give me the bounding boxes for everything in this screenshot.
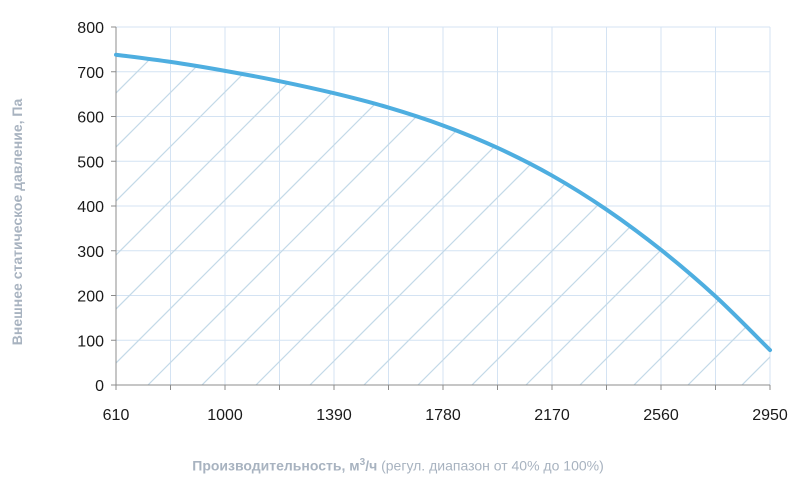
y-tick-label: 800 — [77, 20, 104, 37]
x-tick-label: 1780 — [425, 407, 461, 424]
hatch-line — [116, 54, 237, 385]
x-axis-title: Производительность, м3/ч (регул. диапазо… — [0, 457, 796, 474]
hatch-line — [116, 54, 345, 385]
x-tick-label: 2950 — [752, 407, 788, 424]
x-tick-label: 2170 — [534, 407, 570, 424]
series-line — [114, 52, 772, 353]
y-tick-label: 700 — [77, 65, 104, 82]
x-tick-label: 610 — [103, 407, 130, 424]
y-axis-title: Внешнее статическое давление, Па — [9, 99, 25, 346]
x-axis-title-main: Производительность, м — [192, 457, 360, 474]
grid — [115, 26, 771, 386]
x-axis-title-unit: /ч — [365, 457, 378, 474]
x-tick-label: 1000 — [207, 407, 243, 424]
x-axis-title-superscript: 3 — [359, 457, 366, 468]
y-tick-label: 500 — [77, 154, 104, 171]
y-tick-label: 200 — [77, 289, 104, 306]
x-tick-labels: 610 1000 1390 1780 2170 2560 2950 — [103, 407, 788, 424]
x-tick-label: 1390 — [316, 407, 352, 424]
hatch-line — [116, 54, 291, 385]
x-tick-label: 2560 — [643, 407, 679, 424]
y-tick-label: 100 — [77, 333, 104, 350]
y-tick-label: 400 — [77, 199, 104, 216]
y-tick-label: 300 — [77, 244, 104, 261]
hatch-line — [633, 54, 770, 385]
y-tick-label: 600 — [77, 110, 104, 127]
y-tick-labels: 0 100 200 300 400 500 600 700 800 — [77, 20, 104, 395]
y-tick-label: 0 — [95, 378, 104, 395]
axes — [111, 26, 771, 390]
hatch-line — [116, 54, 183, 385]
x-axis-title-note: (регул. диапазон от 40% до 100%) — [377, 457, 604, 474]
